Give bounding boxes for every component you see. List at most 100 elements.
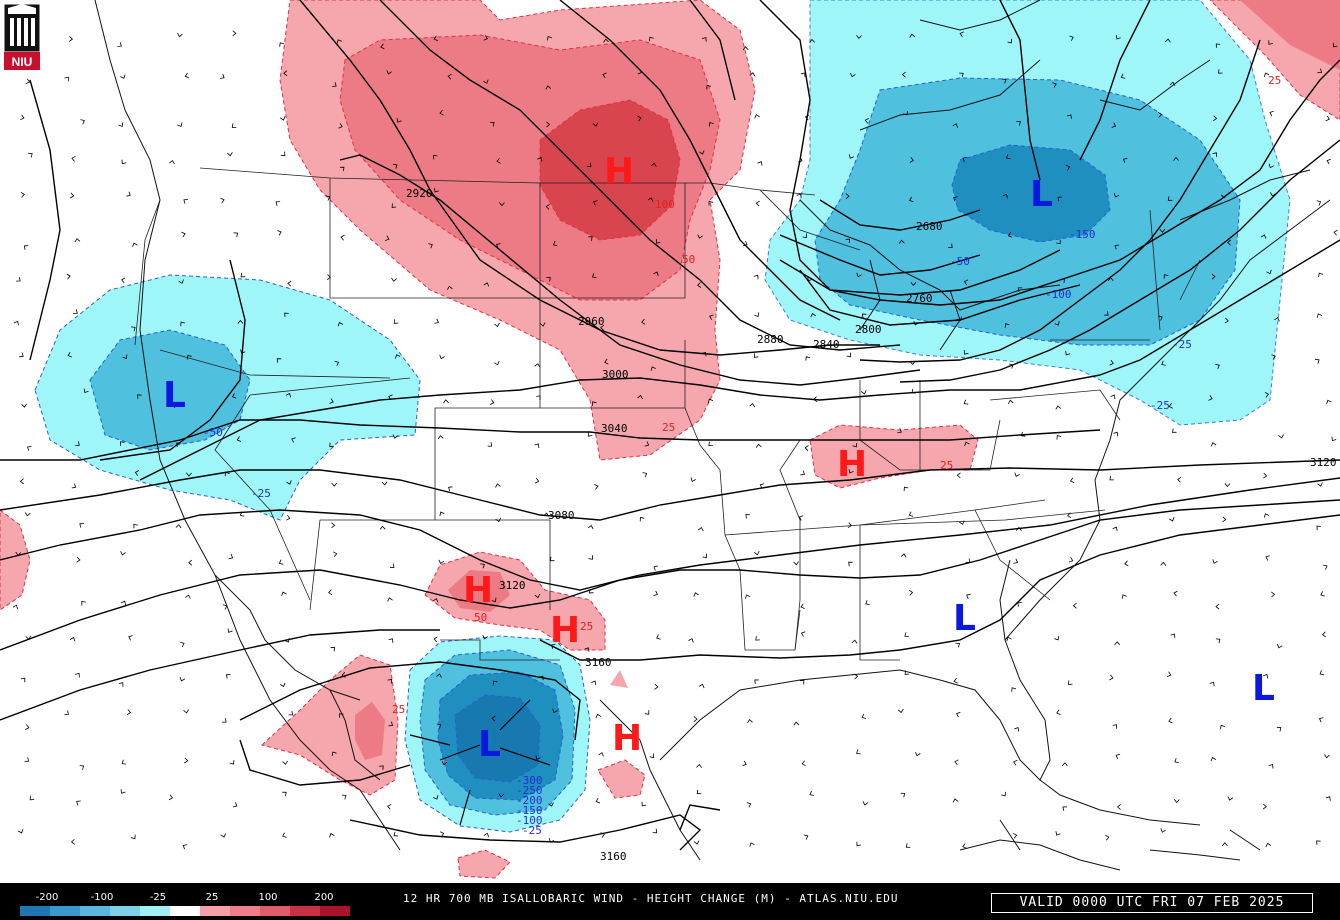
wind-arrow bbox=[379, 525, 386, 530]
rise-area-mexico-west bbox=[260, 654, 399, 796]
wind-arrow bbox=[239, 511, 245, 517]
wind-arrow bbox=[963, 279, 969, 286]
wind-arrow bbox=[545, 204, 550, 210]
fall-area-northeast-dark bbox=[951, 144, 1111, 243]
wind-arrow bbox=[956, 472, 961, 479]
wind-arrow bbox=[1317, 482, 1323, 487]
wind-arrow bbox=[220, 197, 225, 204]
wind-arrow bbox=[897, 708, 904, 714]
change-label: -25 bbox=[1150, 399, 1170, 412]
wind-arrow bbox=[642, 472, 648, 478]
low-center-marker: L bbox=[953, 598, 976, 639]
wind-arrow bbox=[66, 273, 71, 280]
wind-arrow bbox=[1013, 558, 1019, 564]
wind-arrow bbox=[801, 760, 806, 767]
wind-arrow bbox=[182, 844, 188, 850]
change-label: 25 bbox=[580, 620, 593, 633]
wind-arrow bbox=[962, 843, 967, 849]
low-center-marker: L bbox=[1252, 668, 1275, 709]
wind-arrow bbox=[746, 802, 752, 808]
wind-arrow bbox=[650, 366, 656, 371]
height-label: 3040 bbox=[601, 422, 628, 435]
wind-arrow bbox=[1166, 671, 1172, 677]
wind-arrow bbox=[956, 316, 962, 322]
wind-arrow bbox=[697, 282, 702, 288]
wind-arrow bbox=[900, 553, 907, 558]
wind-arrow bbox=[709, 314, 714, 320]
wind-arrow bbox=[1007, 399, 1014, 404]
wind-arrow bbox=[813, 396, 818, 403]
wind-arrow bbox=[1011, 687, 1017, 692]
wind-arrow bbox=[220, 833, 227, 838]
wind-arrow bbox=[647, 197, 654, 202]
wind-arrow bbox=[228, 554, 234, 560]
wind-arrow bbox=[954, 759, 959, 766]
wind-arrow bbox=[286, 480, 292, 485]
low-center-marker: L bbox=[163, 375, 186, 416]
wind-arrow bbox=[64, 76, 69, 82]
wind-arrow bbox=[846, 352, 851, 358]
wind-arrow bbox=[749, 402, 756, 408]
height-rises-shading bbox=[0, 0, 1340, 879]
wind-arrow bbox=[83, 388, 89, 394]
wind-arrow bbox=[864, 118, 869, 124]
wind-arrow bbox=[436, 673, 442, 678]
wind-arrow bbox=[649, 753, 654, 758]
wind-arrow bbox=[443, 399, 449, 404]
wind-arrow bbox=[168, 794, 174, 801]
convergence-arrow bbox=[459, 789, 471, 826]
wind-arrow bbox=[948, 243, 953, 249]
wind-arrow bbox=[1054, 635, 1060, 641]
wind-arrow bbox=[810, 312, 817, 318]
wind-arrow bbox=[800, 631, 806, 637]
wind-arrow bbox=[1173, 590, 1178, 597]
change-label: -300 bbox=[516, 774, 543, 787]
wind-arrow bbox=[546, 121, 551, 128]
wind-arrow bbox=[1159, 228, 1166, 233]
wind-arrow bbox=[177, 122, 183, 128]
wind-arrow bbox=[178, 279, 184, 284]
wind-arrow bbox=[1264, 391, 1270, 398]
wind-arrow bbox=[653, 565, 658, 571]
wind-arrow bbox=[389, 563, 395, 568]
wind-arrow bbox=[546, 277, 551, 282]
wind-arrow bbox=[856, 272, 862, 278]
wind-arrow bbox=[385, 235, 390, 241]
wind-arrow bbox=[428, 243, 433, 249]
wind-arrow bbox=[552, 708, 558, 714]
wind-arrow bbox=[909, 196, 914, 203]
wind-arrow bbox=[1056, 709, 1061, 716]
niu-logo: NIU bbox=[3, 3, 41, 70]
wind-arrow bbox=[495, 517, 501, 523]
wind-arrow bbox=[333, 551, 338, 558]
wind-arrow bbox=[1110, 394, 1116, 400]
wind-arrow bbox=[604, 358, 609, 365]
wind-arrow bbox=[231, 393, 237, 399]
wind-arrow bbox=[1333, 42, 1338, 48]
wind-arrow bbox=[284, 312, 289, 318]
wind-arrow bbox=[1331, 436, 1337, 442]
wind-arrow bbox=[1268, 163, 1274, 169]
wind-arrow bbox=[1266, 269, 1272, 275]
wind-arrow bbox=[339, 166, 345, 172]
wind-arrow bbox=[1014, 727, 1020, 732]
wind-arrow bbox=[552, 241, 558, 247]
wind-arrow bbox=[1113, 193, 1120, 198]
change-label: -25 bbox=[1172, 338, 1192, 351]
wind-arrow bbox=[25, 635, 32, 640]
wind-arrow bbox=[905, 843, 911, 848]
wind-arrow bbox=[1121, 594, 1127, 599]
wind-arrow bbox=[1163, 274, 1169, 279]
wind-arrow bbox=[171, 402, 176, 408]
wind-arrow bbox=[71, 483, 77, 489]
wind-arrow bbox=[804, 114, 810, 121]
colorbar-label: -25 bbox=[149, 892, 167, 903]
wind-arrow bbox=[240, 272, 246, 278]
wind-arrow bbox=[483, 832, 490, 838]
change-label: -200 bbox=[516, 794, 543, 807]
wind-arrow bbox=[649, 36, 654, 42]
wind-arrow bbox=[909, 360, 916, 366]
change-label: 50 bbox=[682, 253, 695, 266]
wind-arrow bbox=[279, 42, 285, 47]
wind-arrow bbox=[637, 394, 643, 400]
